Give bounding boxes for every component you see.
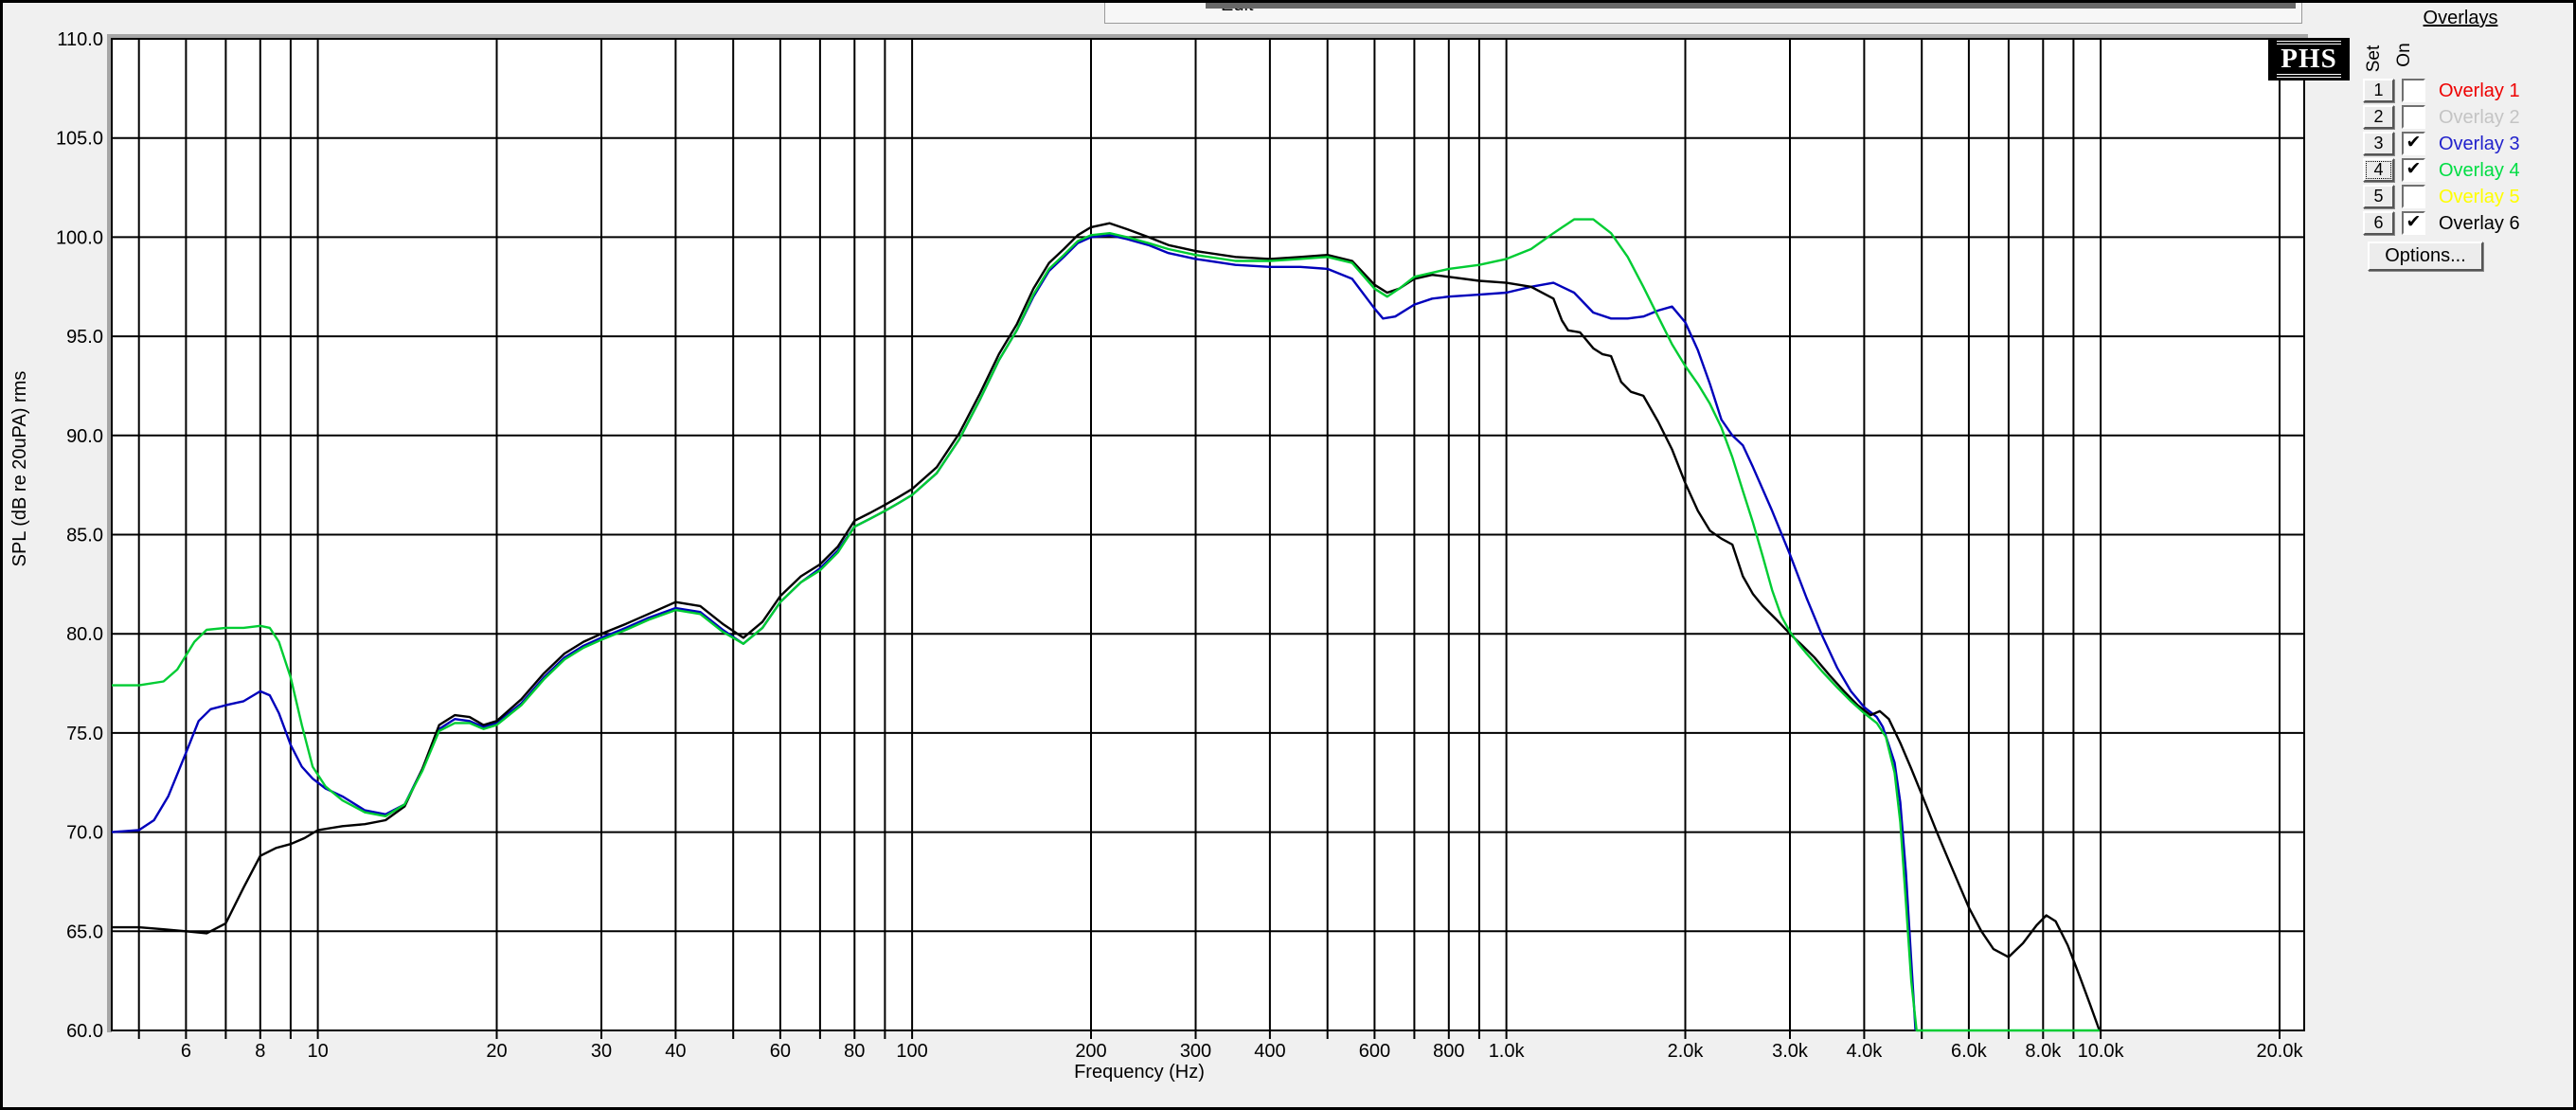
y-axis-title: SPL (dB re 20uPA) rms: [9, 371, 30, 567]
svg-text:40: 40: [665, 1041, 686, 1062]
curve-overlay-4: [112, 218, 2100, 1032]
overlay-2-on-checkbox[interactable]: [2402, 105, 2425, 129]
svg-text:10.0k: 10.0k: [2078, 1041, 2125, 1062]
phs-logo-text: PHS: [2277, 41, 2341, 78]
svg-text:800: 800: [1433, 1041, 1464, 1062]
svg-text:85.0: 85.0: [66, 526, 103, 546]
plot-frame: [111, 38, 2305, 1031]
svg-text:110.0: 110.0: [57, 29, 103, 50]
overlay-4-set-button[interactable]: 4: [2363, 158, 2394, 182]
svg-text:8: 8: [255, 1041, 265, 1062]
svg-text:100.0: 100.0: [56, 227, 103, 248]
svg-text:95.0: 95.0: [66, 327, 103, 348]
svg-text:300: 300: [1180, 1041, 1211, 1062]
svg-text:10: 10: [307, 1041, 328, 1062]
plot-border-top: [107, 34, 2308, 39]
x-tick-labels: 6 8 10 20 30 40 60 80 100 200 300 400 600 800 1.0k 2.0k…: [181, 1041, 2304, 1062]
svg-text:1.0k: 1.0k: [1489, 1041, 1526, 1062]
svg-text:2.0k: 2.0k: [1668, 1041, 1705, 1062]
svg-text:8.0k: 8.0k: [2025, 1041, 2062, 1062]
svg-text:105.0: 105.0: [56, 129, 103, 150]
overlay-6-set-button[interactable]: 6: [2363, 211, 2394, 235]
svg-text:20.0k: 20.0k: [2257, 1041, 2304, 1062]
overlay-1-on-checkbox[interactable]: [2402, 79, 2425, 102]
overlay-6-label: Overlay 6: [2439, 213, 2520, 234]
svg-text:70.0: 70.0: [66, 823, 103, 844]
spl-frequency-chart: 6 8 10 20 30 40 60 80 100 200 300 400 600 800 1.0k 2.0k…: [9, 29, 2308, 1083]
overlay-4-label: Overlay 4: [2439, 160, 2520, 181]
options-button[interactable]: Options...: [2368, 242, 2483, 271]
x-axis-ticks: [137, 1030, 2281, 1039]
overlay-5-label: Overlay 5: [2439, 187, 2520, 207]
overlay-1-set-button[interactable]: 1: [2363, 79, 2394, 102]
x-axis-title: Frequency (Hz): [1074, 1062, 1205, 1083]
svg-text:20: 20: [486, 1041, 507, 1062]
svg-text:90.0: 90.0: [66, 426, 103, 447]
overlay-4-on-checkbox[interactable]: ✔: [2402, 158, 2425, 182]
curves: [111, 218, 2101, 1032]
svg-text:60: 60: [770, 1041, 791, 1062]
svg-text:30: 30: [591, 1041, 612, 1062]
overlay-1-label: Overlay 1: [2439, 81, 2520, 101]
svg-text:65.0: 65.0: [66, 922, 103, 942]
overlay-2-label: Overlay 2: [2439, 107, 2520, 128]
plot-border-left: [107, 34, 112, 1032]
svg-text:3.0k: 3.0k: [1772, 1041, 1809, 1062]
overlay-5-set-button[interactable]: 5: [2363, 185, 2394, 208]
on-column-label: On: [2394, 43, 2414, 67]
svg-text:600: 600: [1359, 1041, 1390, 1062]
svg-text:6: 6: [181, 1041, 191, 1062]
overlay-5-on-checkbox[interactable]: [2402, 185, 2425, 208]
cropped-menu-window: Edit: [1104, 3, 2302, 24]
y-tick-labels: 110.0 105.0 100.0 95.0 90.0 85.0 80.0 75.0 70.0 6…: [56, 29, 103, 1042]
svg-text:4.0k: 4.0k: [1846, 1041, 1883, 1062]
overlays-panel-title: Overlays: [2423, 8, 2498, 28]
curve-overlay-6: [112, 222, 2101, 1031]
overlay-3-label: Overlay 3: [2439, 134, 2520, 154]
svg-text:60.0: 60.0: [66, 1021, 103, 1042]
svg-text:80.0: 80.0: [66, 624, 103, 645]
svg-text:75.0: 75.0: [66, 724, 103, 744]
phs-logo: PHS: [2268, 38, 2350, 81]
overlay-3-on-checkbox[interactable]: ✔: [2402, 132, 2425, 155]
svg-text:100: 100: [896, 1041, 927, 1062]
svg-text:80: 80: [844, 1041, 865, 1062]
svg-text:400: 400: [1254, 1041, 1285, 1062]
overlay-2-set-button[interactable]: 2: [2363, 105, 2394, 129]
window-titlebar-fragment: [1206, 3, 2296, 9]
overlay-6-on-checkbox[interactable]: ✔: [2402, 211, 2425, 235]
gridlines: [112, 38, 2304, 1031]
svg-text:200: 200: [1075, 1041, 1106, 1062]
overlay-3-set-button[interactable]: 3: [2363, 132, 2394, 155]
svg-text:6.0k: 6.0k: [1951, 1041, 1988, 1062]
